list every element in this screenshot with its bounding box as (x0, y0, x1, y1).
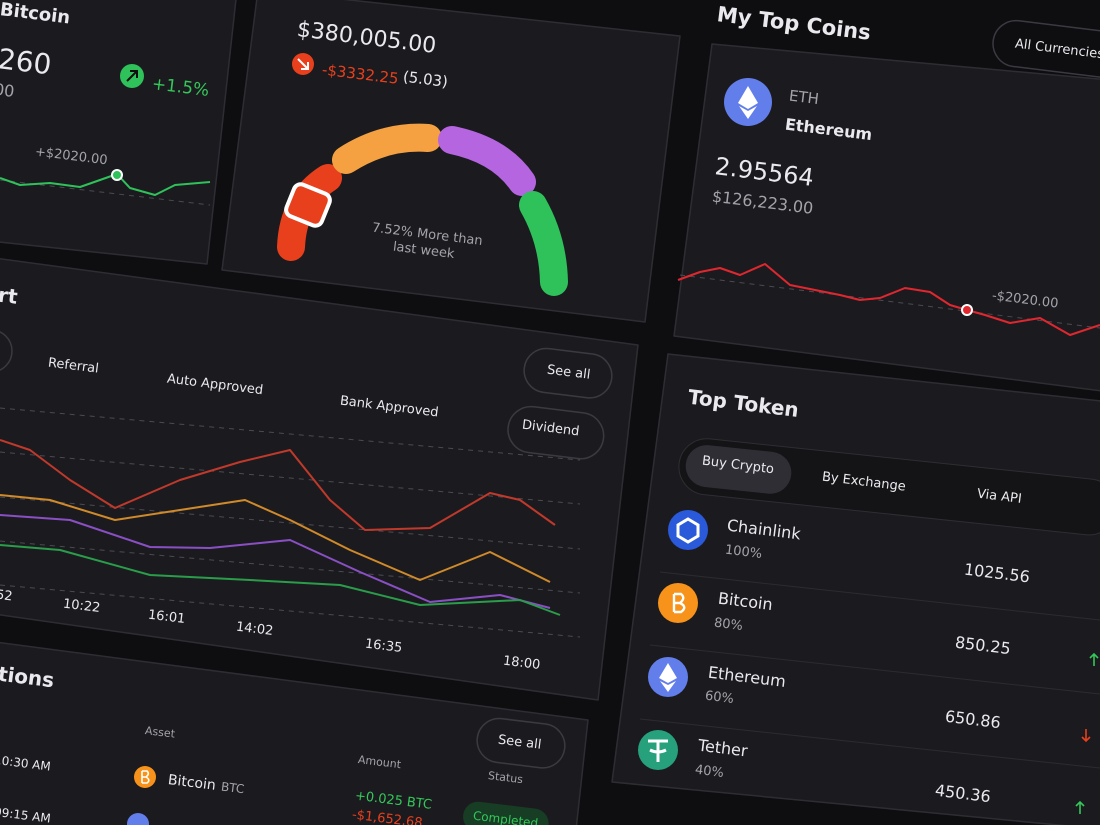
trend-down (1081, 729, 1091, 743)
see-all-label[interactable]: See all (497, 733, 542, 753)
tab-label[interactable]: Dividend (521, 418, 580, 440)
row-divider (659, 571, 1100, 621)
token-share: 80% (713, 616, 744, 634)
balance-card (221, 0, 681, 323)
asset-name: Bitcoin (167, 772, 217, 794)
row-divider (649, 644, 1100, 695)
tab[interactable] (505, 404, 606, 461)
x-label: 14:02 (235, 620, 274, 639)
point (961, 304, 973, 316)
grid-line (0, 584, 581, 638)
grid-line (0, 451, 581, 505)
tether-glyph (648, 739, 668, 762)
x-label: 18:00 (502, 654, 541, 673)
gauge-segment (332, 123, 442, 174)
series-line (0, 514, 551, 609)
sparkline (677, 263, 1100, 336)
token-share: 40% (694, 763, 725, 781)
tab[interactable] (0, 330, 13, 372)
see-all-button[interactable] (522, 346, 615, 400)
tab-label[interactable]: Referral (47, 356, 100, 377)
token-share: 100% (724, 543, 763, 562)
btc-glyph (672, 592, 686, 614)
eth-glyph (660, 681, 676, 692)
tab-label[interactable]: Via API (976, 487, 1022, 507)
up-arrow (126, 70, 138, 82)
x-label: 16:35 (364, 637, 403, 656)
section-title: rt (0, 283, 19, 309)
gauge-segment (519, 191, 568, 296)
card-sub-value: 00 (0, 80, 15, 101)
chart-panel (0, 257, 639, 701)
trend-up (1075, 800, 1085, 814)
series-line (0, 439, 556, 531)
asset-ticker: BTC (220, 780, 245, 797)
filter-button[interactable] (990, 18, 1100, 81)
bitcoin-card (0, 0, 237, 265)
filter-label: All Currencies (1014, 37, 1100, 63)
row-divider (639, 718, 1100, 769)
column-header: Status (487, 769, 524, 786)
balance-change-pct: (5.03) (402, 68, 449, 91)
eth-icon (127, 813, 149, 825)
chainlink-glyph (676, 517, 700, 544)
card-value: 260 (0, 42, 53, 81)
series-line (0, 544, 561, 616)
btc-glyph (141, 770, 150, 784)
coin-symbol: ETH (788, 87, 820, 109)
x-label: 10:22 (62, 597, 101, 616)
trend-up (1089, 652, 1099, 666)
eth-glyph (659, 663, 677, 683)
series-line (0, 494, 551, 583)
tab-selected[interactable] (684, 443, 794, 496)
column-header: Amount (357, 753, 402, 771)
gauge-marker (284, 182, 332, 228)
token-share: 60% (704, 689, 735, 707)
gauge-segment (438, 126, 536, 196)
grid-line (0, 496, 581, 550)
status-badge (463, 801, 549, 825)
sparkline (0, 173, 211, 196)
top-coins-card (673, 43, 1100, 392)
eth-glyph (738, 86, 758, 109)
x-label: 16:01 (147, 608, 186, 627)
down-arrow (297, 58, 309, 70)
see-all-button[interactable] (475, 716, 568, 770)
chainlink-icon (668, 510, 708, 550)
eth-glyph (739, 106, 757, 119)
see-all-label[interactable]: See all (546, 363, 591, 383)
column-header: Asset (144, 724, 176, 741)
section-title: My Top Coins (716, 2, 872, 45)
x-label: 52 (0, 588, 13, 605)
grid-line (0, 407, 581, 461)
point (111, 169, 123, 181)
grid-line (0, 540, 581, 594)
